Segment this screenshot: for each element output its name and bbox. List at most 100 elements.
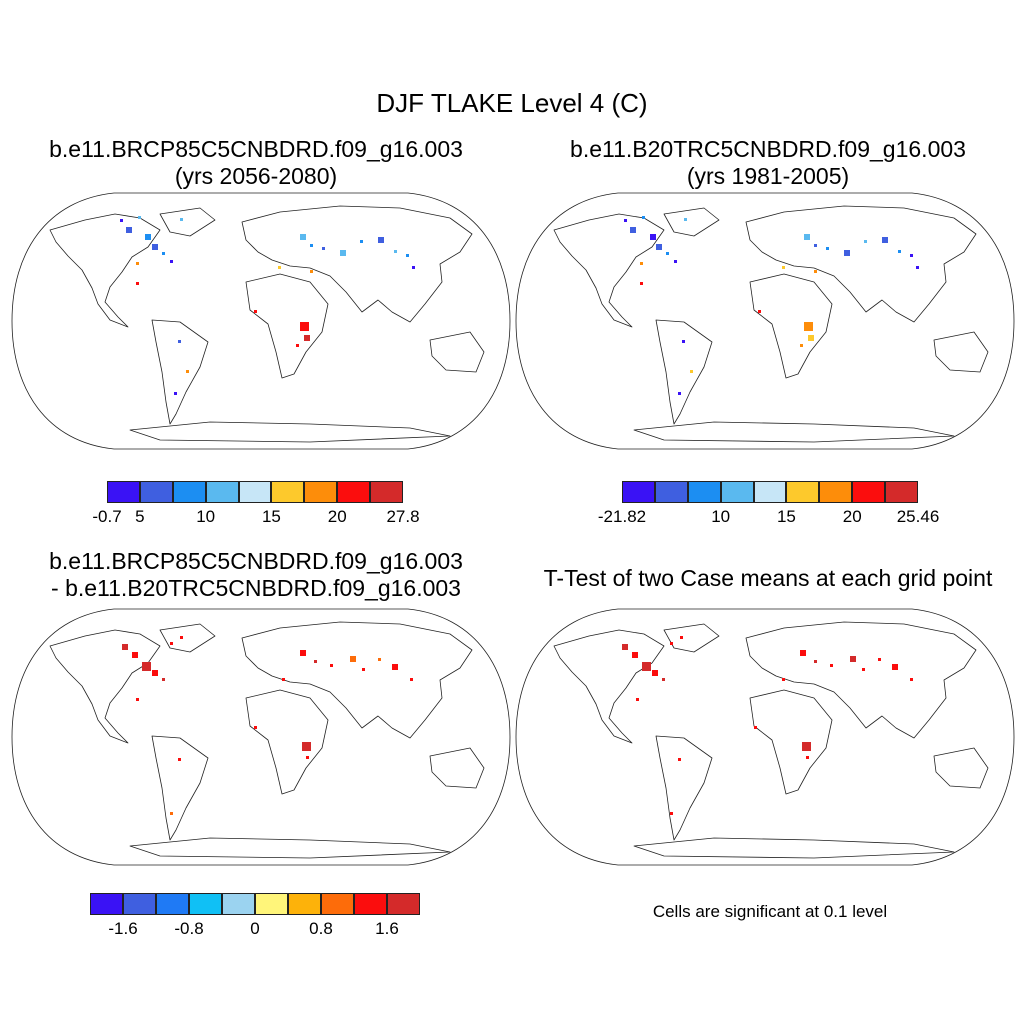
lake-cell	[803, 650, 806, 653]
coastline	[933, 331, 989, 373]
lake-cell	[303, 653, 306, 656]
panel-3-title-line-1: b.e11.BRCP85C5CNBDRD.f09_g16.003	[49, 548, 463, 574]
colorbar-tick-label: 15	[776, 507, 796, 526]
colorbar-panel-1: -0.7 5 10 15 20 27.8	[92, 481, 420, 537]
colorbar-tick-label: 0	[250, 919, 260, 938]
lake-cell	[343, 253, 346, 256]
lake-cell	[120, 219, 123, 222]
panel-2-title-line-2: (yrs 1981-2005)	[686, 163, 850, 189]
colorbar-tick-label: -0.7	[92, 507, 122, 526]
lake-cell	[303, 234, 306, 237]
colorbar-swatch	[321, 893, 354, 915]
lake-cell	[330, 664, 333, 667]
lake-cell	[142, 665, 145, 668]
lake-cell	[306, 322, 309, 325]
land-outline	[49, 205, 485, 443]
lake-cell	[125, 644, 128, 647]
lake-cell	[395, 664, 398, 667]
lake-cell	[625, 647, 628, 650]
colorbar-swatch	[156, 893, 189, 915]
lake-cell	[378, 237, 381, 240]
lake-cell	[640, 262, 643, 265]
lake-cell	[630, 230, 633, 233]
lake-cell	[670, 642, 673, 645]
data-cells	[624, 216, 919, 395]
lake-cell	[803, 653, 806, 656]
colorbar-swatch	[304, 481, 338, 503]
lake-cell	[830, 664, 833, 667]
lake-cell	[155, 244, 158, 247]
coastline	[159, 207, 216, 237]
colorbar-swatch	[222, 893, 255, 915]
lake-cell	[129, 230, 132, 233]
lake-cell	[632, 655, 635, 658]
colorbar-swatch	[885, 481, 918, 503]
lake-cell	[650, 237, 653, 240]
lake-cell	[303, 322, 306, 325]
colorbar-tick-label: -0.8	[174, 919, 204, 938]
lake-cell	[180, 636, 183, 639]
coastline	[663, 623, 720, 653]
lake-cell	[174, 392, 177, 395]
lake-cell	[340, 250, 343, 253]
lake-cell	[306, 328, 309, 331]
coastline	[151, 319, 209, 425]
lake-cell	[807, 234, 810, 237]
coastline	[129, 421, 451, 443]
colorbar-swatch	[205, 481, 239, 503]
data-cells	[622, 636, 913, 815]
lake-cell	[300, 325, 303, 328]
data-cells	[120, 216, 415, 395]
land-outline	[553, 205, 989, 443]
lake-cell	[808, 338, 811, 341]
colorbar-swatch	[90, 893, 123, 915]
lake-cell	[656, 244, 659, 247]
lake-cell	[305, 748, 308, 751]
coastline	[663, 207, 720, 237]
lake-cell	[633, 230, 636, 233]
coastline	[49, 213, 161, 328]
lake-cell	[155, 670, 158, 673]
lake-cell	[148, 237, 151, 240]
lake-cell	[148, 665, 151, 668]
lake-cell	[802, 748, 805, 751]
colorbar-swatch	[238, 481, 272, 503]
lake-cell	[350, 656, 353, 659]
lake-cell	[300, 234, 303, 237]
lake-cell	[670, 812, 673, 815]
panel-4-title-line-1: T-Test of two Case means at each grid po…	[543, 565, 993, 591]
lake-cell	[303, 650, 306, 653]
colorbar-tick-label: 20	[327, 507, 347, 526]
lake-cell	[811, 338, 814, 341]
lake-cell	[136, 282, 139, 285]
lake-cell	[308, 745, 311, 748]
coastline	[553, 629, 665, 744]
lake-cell	[278, 266, 281, 269]
lake-cell	[360, 240, 363, 243]
data-cells	[122, 636, 413, 815]
coastline	[655, 735, 713, 841]
lake-cell	[152, 673, 155, 676]
colorbar-swatch	[189, 893, 222, 915]
lake-cell	[678, 392, 681, 395]
coastline	[159, 623, 216, 653]
map-panel-2	[515, 192, 1015, 450]
lake-cell	[145, 662, 148, 665]
colorbar-swatch	[852, 481, 886, 503]
lake-cell	[864, 240, 867, 243]
lake-cell	[642, 662, 645, 665]
lake-cell	[300, 328, 303, 331]
lake-cell	[308, 748, 311, 751]
lake-cell	[805, 742, 808, 745]
colorbar-tick-label: 5	[135, 507, 145, 526]
lake-cell	[303, 237, 306, 240]
lake-cell	[656, 247, 659, 250]
lake-cell	[807, 322, 810, 325]
lake-cell	[305, 742, 308, 745]
lake-cell	[314, 660, 317, 663]
lake-cell	[808, 335, 811, 338]
colorbar-swatch	[687, 481, 721, 503]
lake-cell	[640, 282, 643, 285]
lake-cell	[636, 698, 639, 701]
lake-cell	[807, 328, 810, 331]
